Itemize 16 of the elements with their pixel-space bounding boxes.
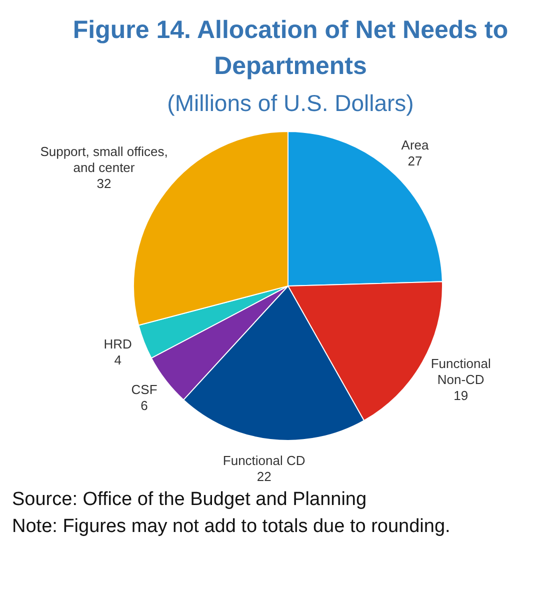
- source-note: Source: Office of the Budget and Planning: [12, 488, 368, 512]
- data-label: 22: [256, 468, 272, 484]
- data-label: 6: [140, 398, 148, 414]
- slice-label: Functional CD: [222, 452, 306, 468]
- data-label: 27: [408, 153, 422, 168]
- slice-label: Support, small offices, and center: [40, 144, 168, 176]
- data-label: 4: [114, 352, 122, 368]
- text: Note: Figures may not add to totals due to rounding.: [12, 515, 452, 539]
- data-label: 32: [96, 176, 112, 192]
- slice-label: Functional Non-CD: [430, 356, 491, 388]
- chart-subtitle: (Millions of U.S. Dollars): [166, 89, 415, 118]
- data-label: 19: [454, 388, 468, 404]
- slice-label: CSF: [131, 382, 158, 398]
- chart-title: Figure 14. Allocation of Net Needs to Departments: [72, 15, 510, 82]
- slice-label: HRD: [104, 336, 132, 352]
- slice-label: Area: [401, 137, 430, 152]
